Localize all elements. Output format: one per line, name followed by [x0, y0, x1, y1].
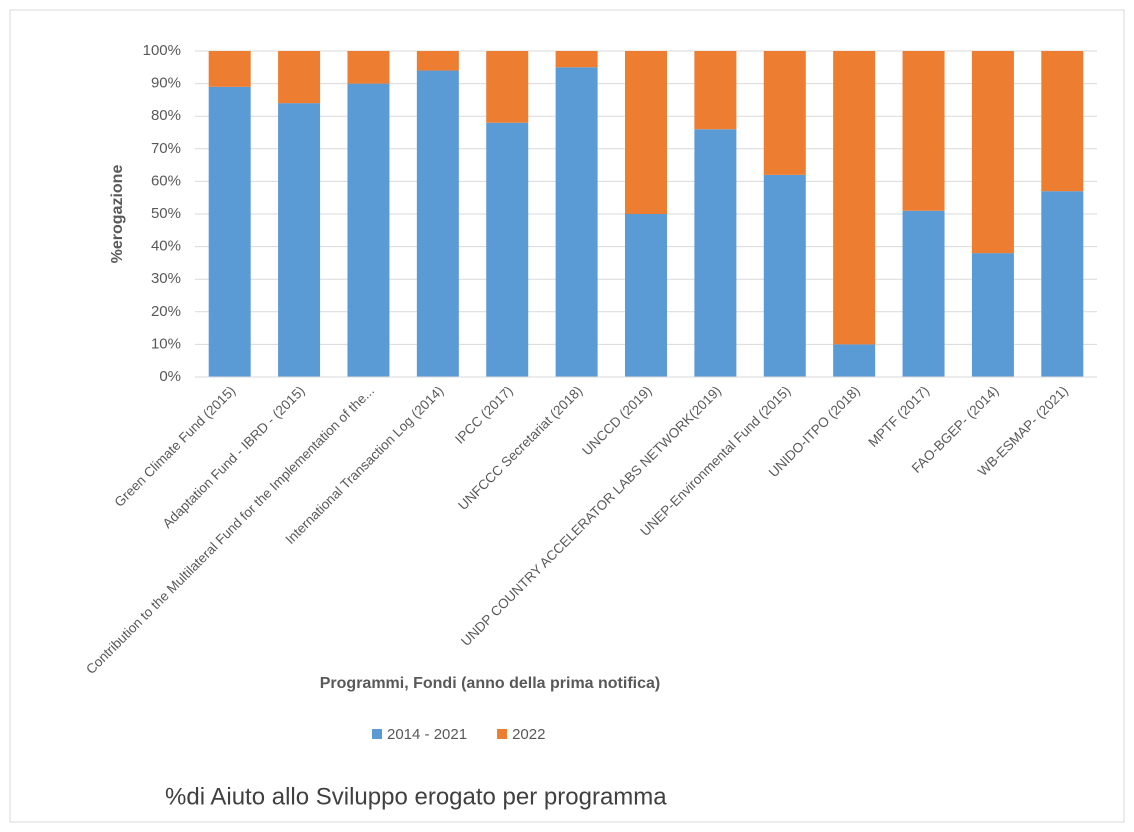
bar-segment	[278, 51, 321, 104]
bar-segment	[416, 70, 459, 377]
bar-segment	[1041, 51, 1084, 192]
y-tick-label: 30%	[151, 270, 181, 287]
bar-segment	[625, 51, 667, 214]
bar-segment	[902, 51, 945, 211]
legend-swatch	[372, 729, 382, 739]
bar-segment	[208, 86, 251, 378]
bar-segment	[971, 253, 1014, 377]
bar-segment	[971, 51, 1014, 254]
y-tick-label: 50%	[151, 205, 181, 222]
bar-segment	[1041, 191, 1084, 377]
x-axis-title: Programmi, Fondi (anno della prima notif…	[320, 675, 660, 692]
bar-segment	[347, 51, 390, 84]
bar-segment	[902, 210, 945, 377]
bar-segment	[278, 103, 321, 377]
y-tick-label: 70%	[151, 140, 181, 157]
legend-label: 2022	[512, 726, 545, 743]
y-tick-label: 10%	[151, 335, 181, 352]
bar-segment	[486, 122, 529, 377]
y-tick-label: 100%	[143, 42, 181, 59]
legend-swatch	[497, 729, 508, 739]
chart-title: %di Aiuto allo Sviluppo erogato per prog…	[165, 783, 667, 810]
y-tick-label: 40%	[151, 238, 181, 255]
y-tick-label: 60%	[151, 172, 181, 189]
bar-segment	[208, 51, 251, 87]
bar-segment	[347, 83, 390, 377]
bar-segment	[694, 51, 737, 130]
y-tick-label: 80%	[151, 107, 181, 124]
bar-segment	[833, 51, 876, 345]
bar-segment	[416, 51, 459, 71]
legend-label: 2014 - 2021	[387, 726, 467, 743]
y-tick-label: 90%	[151, 75, 181, 92]
bar-segment	[486, 51, 529, 123]
bar-segment	[694, 129, 737, 377]
bar-segment	[625, 214, 667, 377]
bar-segment	[555, 67, 598, 378]
bar-segment	[763, 51, 806, 175]
bar-segment	[833, 344, 876, 377]
y-tick-label: 0%	[159, 368, 181, 385]
y-tick-label: 20%	[151, 303, 181, 320]
bar-segment	[763, 174, 806, 377]
bar-segment	[555, 51, 598, 68]
y-axis-title: %erogazione	[109, 165, 126, 264]
